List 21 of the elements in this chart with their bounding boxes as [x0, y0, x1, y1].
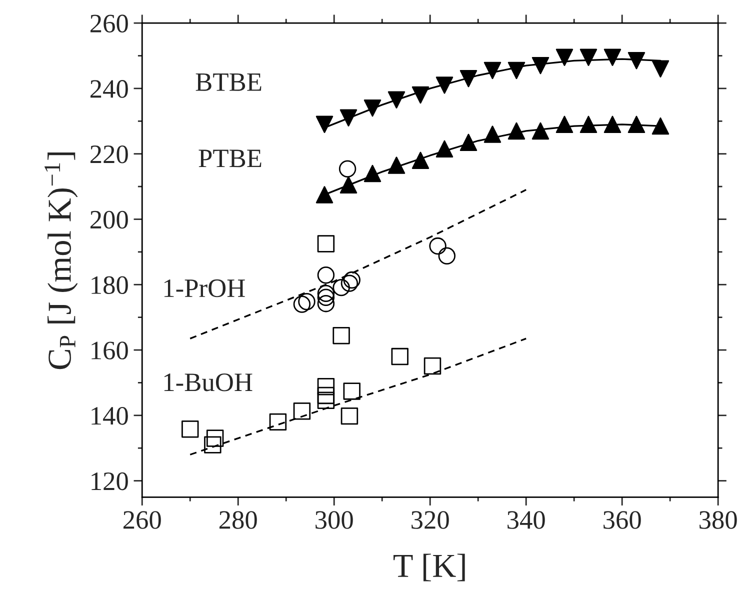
x-tick-label: 380	[700, 511, 737, 529]
y-tick-label: 220	[90, 145, 128, 164]
x-tick-label: 360	[604, 511, 641, 529]
x-tick-label: 300	[316, 511, 353, 529]
x-tick-label: 260	[123, 511, 161, 529]
x-tick-label: 280	[219, 511, 257, 529]
y-tick-label: 140	[92, 407, 128, 425]
y-tick-label: 240	[90, 80, 128, 98]
y-tick-label: 180	[92, 276, 128, 294]
y-tick-label: 260	[90, 14, 128, 32]
y-tick-label: 120	[92, 472, 128, 490]
text: BTBE	[196, 73, 262, 91]
x-axis-title: T [K]	[394, 554, 465, 582]
series-label: 1-PrOH	[164, 279, 245, 298]
x-tick-label: 320	[412, 511, 449, 529]
y-tick-label: 200	[90, 210, 128, 229]
series-label: 1-BuOH	[164, 374, 252, 392]
text: PTBE	[198, 150, 262, 168]
y-tick-label: 160	[92, 342, 128, 360]
x-tick-label: 340	[508, 511, 545, 529]
y-axis-title: C$_{P}$ [J (mol K)$^{−1}$]	[44, 152, 78, 370]
